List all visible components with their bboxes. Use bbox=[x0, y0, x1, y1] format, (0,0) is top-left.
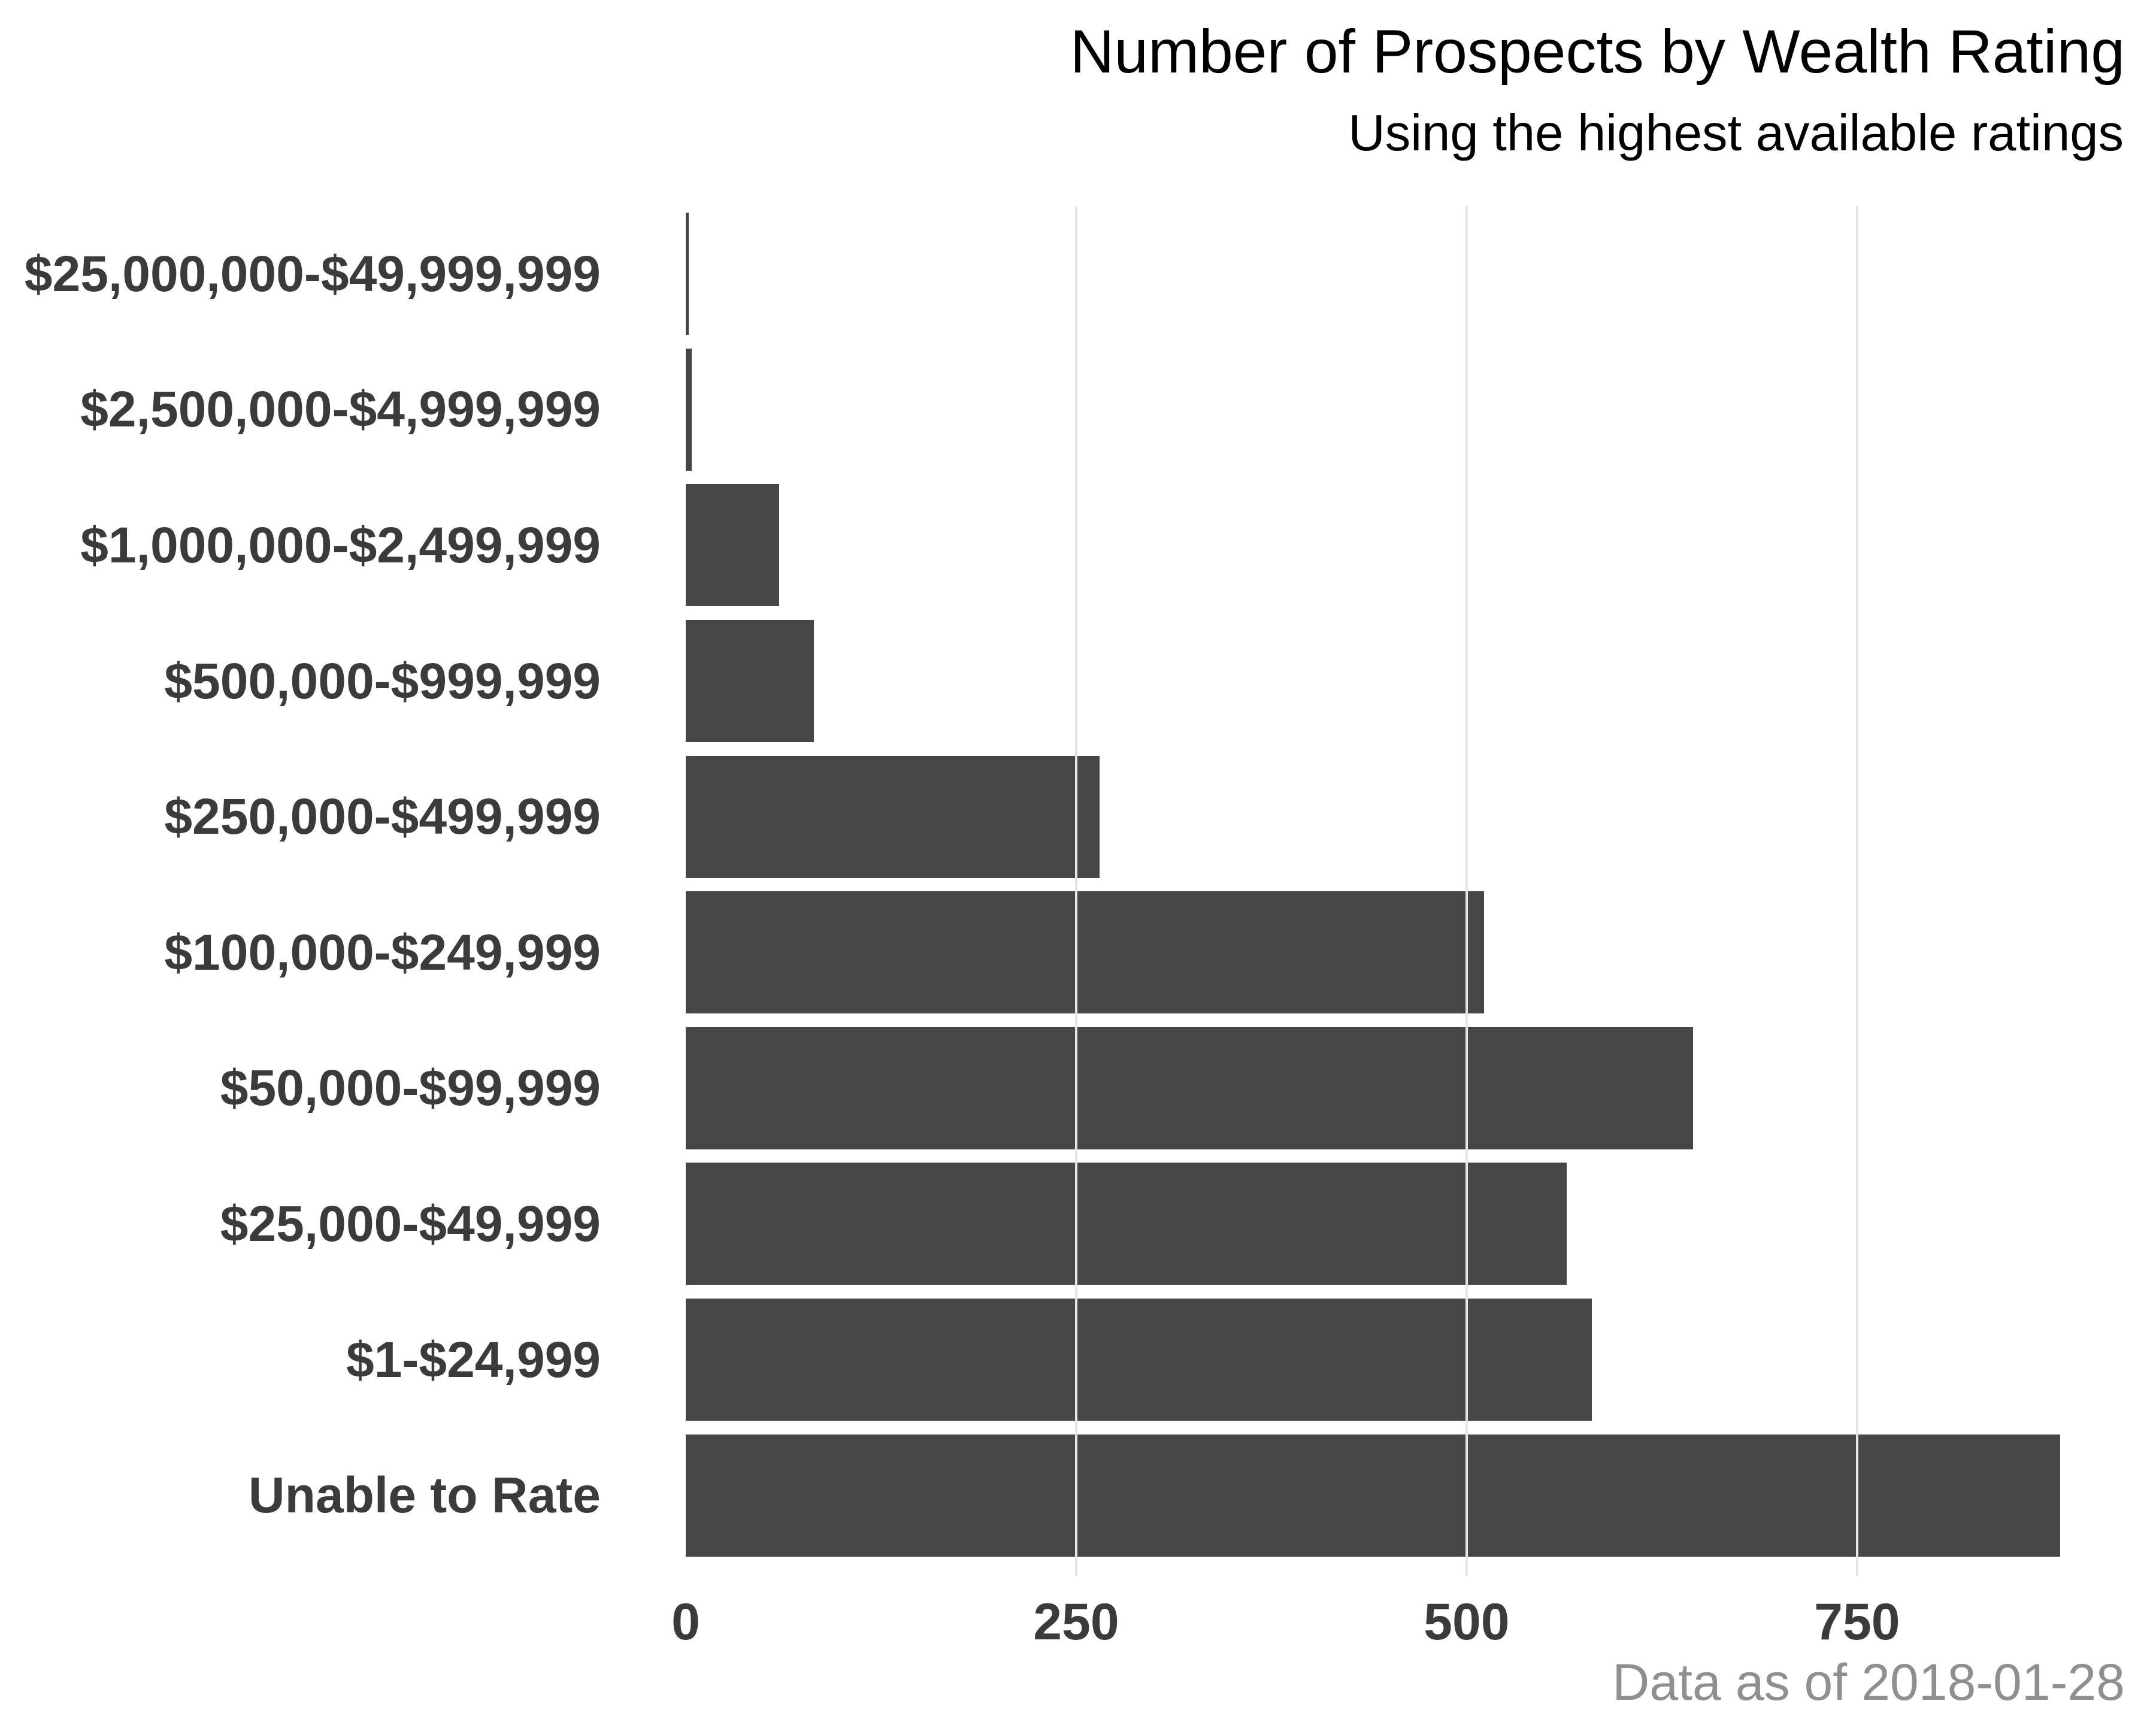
category-label: Unable to Rate bbox=[248, 1467, 601, 1524]
bar-rows: $25,000,000-$49,999,999 $2,500,000-$4,999… bbox=[0, 206, 2156, 1563]
x-tick-label: 250 bbox=[1033, 1593, 1119, 1651]
category-label: $500,000-$999,999 bbox=[164, 652, 601, 709]
bar bbox=[686, 484, 780, 607]
category-label: $25,000,000-$49,999,999 bbox=[24, 245, 601, 302]
bar-row: $25,000-$49,999 bbox=[0, 1156, 2156, 1292]
bar bbox=[686, 891, 1484, 1014]
bar-row: Unable to Rate bbox=[0, 1427, 2156, 1563]
category-label: $1,000,000-$2,499,999 bbox=[80, 516, 601, 573]
category-label: $250,000-$499,999 bbox=[164, 788, 601, 845]
category-label: $2,500,000-$4,999,999 bbox=[80, 381, 601, 438]
category-label: $50,000-$99,999 bbox=[220, 1060, 601, 1116]
bar-row: $2,500,000-$4,999,999 bbox=[0, 342, 2156, 478]
bar-row: $1,000,000-$2,499,999 bbox=[0, 477, 2156, 613]
gridline bbox=[1855, 206, 1858, 1576]
bar bbox=[686, 1434, 2060, 1557]
bar bbox=[686, 1299, 1592, 1421]
bar-row: $250,000-$499,999 bbox=[0, 749, 2156, 885]
bar bbox=[686, 620, 814, 743]
bar-row: $100,000-$249,999 bbox=[0, 885, 2156, 1021]
bar-row: $500,000-$999,999 bbox=[0, 613, 2156, 749]
bar bbox=[686, 1163, 1567, 1285]
chart-title: Number of Prospects by Wealth Rating bbox=[1070, 17, 2125, 86]
gridline bbox=[1465, 206, 1468, 1576]
category-label: $1-$24,999 bbox=[346, 1331, 601, 1388]
bar-row: $25,000,000-$49,999,999 bbox=[0, 206, 2156, 342]
caption: Data as of 2018-01-28 bbox=[1612, 1654, 2125, 1711]
x-tick-label: 500 bbox=[1424, 1593, 1510, 1651]
chart-subtitle: Using the highest available ratings bbox=[1348, 105, 2124, 162]
bar-row: $1-$24,999 bbox=[0, 1292, 2156, 1428]
bar bbox=[686, 1027, 1693, 1149]
x-tick-label: 0 bbox=[671, 1593, 700, 1651]
bar bbox=[686, 348, 692, 471]
bar-row: $50,000-$99,999 bbox=[0, 1021, 2156, 1157]
bar bbox=[686, 213, 689, 335]
gridline bbox=[1074, 206, 1077, 1576]
x-tick-label: 750 bbox=[1814, 1593, 1900, 1651]
bar bbox=[686, 755, 1100, 878]
category-label: $100,000-$249,999 bbox=[164, 924, 601, 980]
category-label: $25,000-$49,999 bbox=[220, 1195, 601, 1252]
